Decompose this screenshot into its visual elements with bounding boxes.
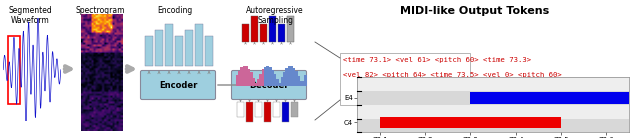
Bar — [237, 102, 244, 117]
Bar — [145, 36, 153, 66]
Bar — [302, 81, 305, 86]
Bar — [357, 77, 629, 91]
Bar — [281, 77, 284, 86]
Text: MIDI-like Output Tokens: MIDI-like Output Tokens — [401, 6, 550, 16]
Bar — [205, 36, 213, 66]
Bar — [298, 76, 300, 86]
Bar — [357, 91, 629, 105]
Text: <time 73.1> <vel 61> <pitch 60> <time 73.3>: <time 73.1> <vel 61> <pitch 60> <time 73… — [343, 57, 531, 63]
Bar — [283, 72, 286, 86]
Bar — [287, 16, 294, 42]
Bar — [278, 83, 281, 86]
Bar — [260, 24, 267, 42]
Bar — [245, 66, 248, 86]
Bar — [300, 81, 303, 86]
Text: Decoder: Decoder — [249, 80, 289, 90]
Bar — [264, 67, 267, 86]
Bar — [251, 16, 258, 42]
Bar — [175, 36, 183, 66]
Bar — [291, 102, 298, 117]
Bar — [278, 24, 285, 42]
Bar — [255, 102, 262, 117]
Bar — [248, 69, 250, 86]
Bar — [273, 102, 280, 117]
Bar — [357, 105, 629, 119]
Bar — [238, 71, 241, 86]
Bar — [259, 74, 262, 86]
FancyBboxPatch shape — [141, 71, 216, 99]
Bar — [380, 117, 561, 128]
Bar — [8, 36, 20, 104]
Bar — [250, 72, 253, 86]
Bar — [246, 102, 253, 122]
Bar — [357, 119, 629, 132]
Text: Segmented
Waveform: Segmented Waveform — [8, 6, 52, 25]
Bar — [295, 71, 298, 86]
Bar — [243, 66, 245, 86]
Bar — [269, 16, 276, 42]
Text: Spectrogram: Spectrogram — [76, 6, 125, 15]
Bar — [290, 66, 293, 86]
Bar — [195, 24, 203, 66]
Bar — [185, 30, 193, 66]
Bar — [282, 102, 289, 122]
Bar — [273, 74, 276, 86]
Bar — [285, 68, 288, 86]
Bar — [257, 79, 260, 86]
Bar — [266, 66, 269, 86]
Bar — [240, 67, 243, 86]
Bar — [305, 75, 307, 86]
Bar — [288, 66, 291, 86]
Text: Autoregressive
Sampling: Autoregressive Sampling — [246, 6, 304, 25]
Text: <vel 82> <pitch 64> <time 73.5> <vel 0> <pitch 60>: <vel 82> <pitch 64> <time 73.5> <vel 0> … — [343, 72, 562, 78]
Bar — [165, 24, 173, 66]
Text: Encoder: Encoder — [159, 80, 197, 90]
Bar — [269, 67, 271, 86]
Bar — [252, 78, 255, 86]
FancyBboxPatch shape — [340, 53, 470, 105]
Bar — [292, 68, 295, 86]
Bar — [155, 30, 163, 66]
FancyBboxPatch shape — [232, 71, 307, 99]
Bar — [236, 75, 238, 86]
Bar — [262, 69, 264, 86]
Bar — [470, 92, 629, 104]
Bar — [276, 79, 278, 86]
Bar — [271, 70, 274, 86]
Bar — [255, 83, 257, 86]
Bar — [264, 102, 271, 122]
Bar — [242, 24, 249, 42]
Text: Encoding: Encoding — [157, 6, 193, 15]
